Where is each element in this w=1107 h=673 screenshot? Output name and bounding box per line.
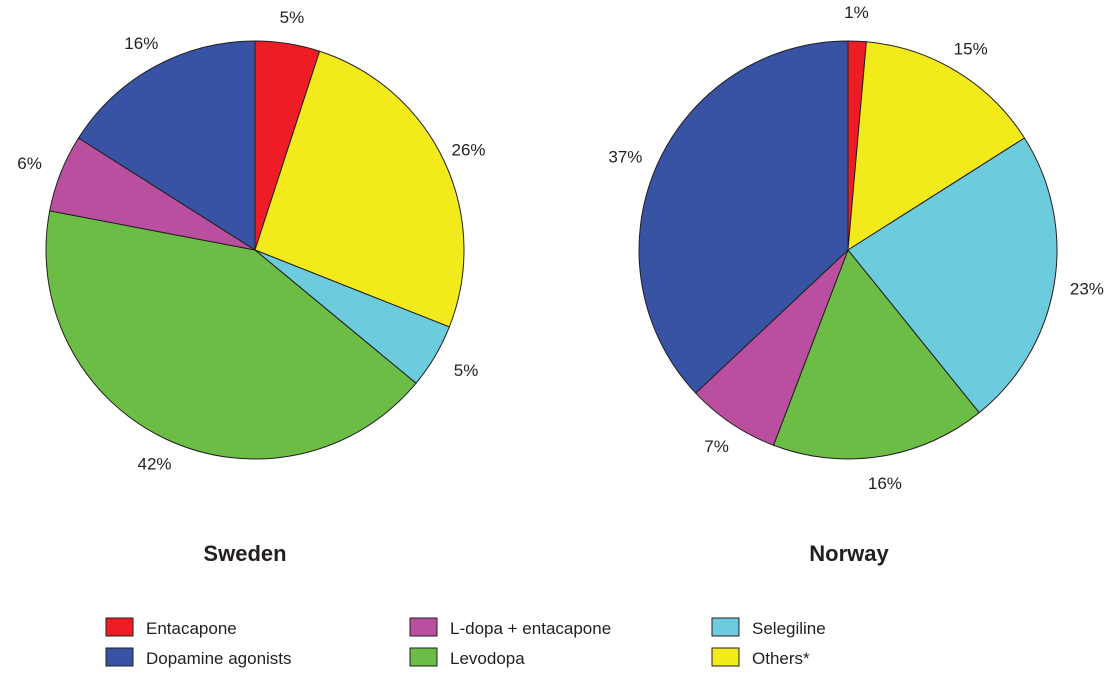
pct-label-norway-others: 15% <box>954 39 988 58</box>
pct-label-sweden-dopamine-agonists: 16% <box>124 34 158 53</box>
pct-label-sweden-others: 26% <box>451 141 485 160</box>
pie-chart-sweden: 5% 26% 5% 42% 6% 16% <box>17 8 485 474</box>
pct-label-sweden-entacapone: 5% <box>280 8 305 27</box>
legend-swatch-selegiline <box>711 617 740 637</box>
pie-title-sweden: Sweden <box>203 541 286 566</box>
slice-sweden-dopamine-agonists <box>77 40 256 251</box>
legend-swatch-levodopa <box>409 647 438 667</box>
pct-label-norway-levodopa: 16% <box>868 474 902 493</box>
pie-chart-norway: 1% 15% 23% 16% 7% 37% <box>608 3 1104 493</box>
pie-title-norway: Norway <box>809 541 889 566</box>
pct-label-sweden-selegiline: 5% <box>454 361 479 380</box>
legend-label-selegiline: Selegiline <box>752 619 826 638</box>
slice-sweden-others <box>254 50 465 328</box>
slice-norway-selegiline <box>847 137 1058 414</box>
slice-norway-levodopa <box>772 249 980 460</box>
pct-label-norway-dopamine-agonists: 37% <box>608 147 642 166</box>
legend: Entacapone L-dopa + entacapone Selegilin… <box>105 617 826 668</box>
legend-label-ldopa-entacapone: L-dopa + entacapone <box>450 619 611 638</box>
legend-label-others: Others* <box>752 649 810 668</box>
pct-label-sweden-levodopa: 42% <box>137 455 171 474</box>
pct-label-sweden-l-dopa-entacapone: 6% <box>17 154 42 173</box>
legend-swatch-ldopa-entacapone <box>409 617 438 637</box>
legend-swatch-dopamine-agonists <box>105 647 134 667</box>
slice-sweden-levodopa <box>45 210 417 460</box>
slice-norway-dopamine-agonists <box>638 40 849 394</box>
legend-label-levodopa: Levodopa <box>450 649 525 668</box>
legend-label-dopamine-agonists: Dopamine agonists <box>146 649 292 668</box>
slice-norway-others <box>847 41 1026 251</box>
pct-label-norway-entacapone: 1% <box>844 3 869 22</box>
pct-label-norway-selegiline: 23% <box>1070 279 1104 298</box>
legend-swatch-others <box>711 647 740 667</box>
legend-swatch-entacapone <box>105 617 134 637</box>
pct-label-norway-l-dopa-entacapone: 7% <box>704 437 729 456</box>
legend-label-entacapone: Entacapone <box>146 619 237 638</box>
